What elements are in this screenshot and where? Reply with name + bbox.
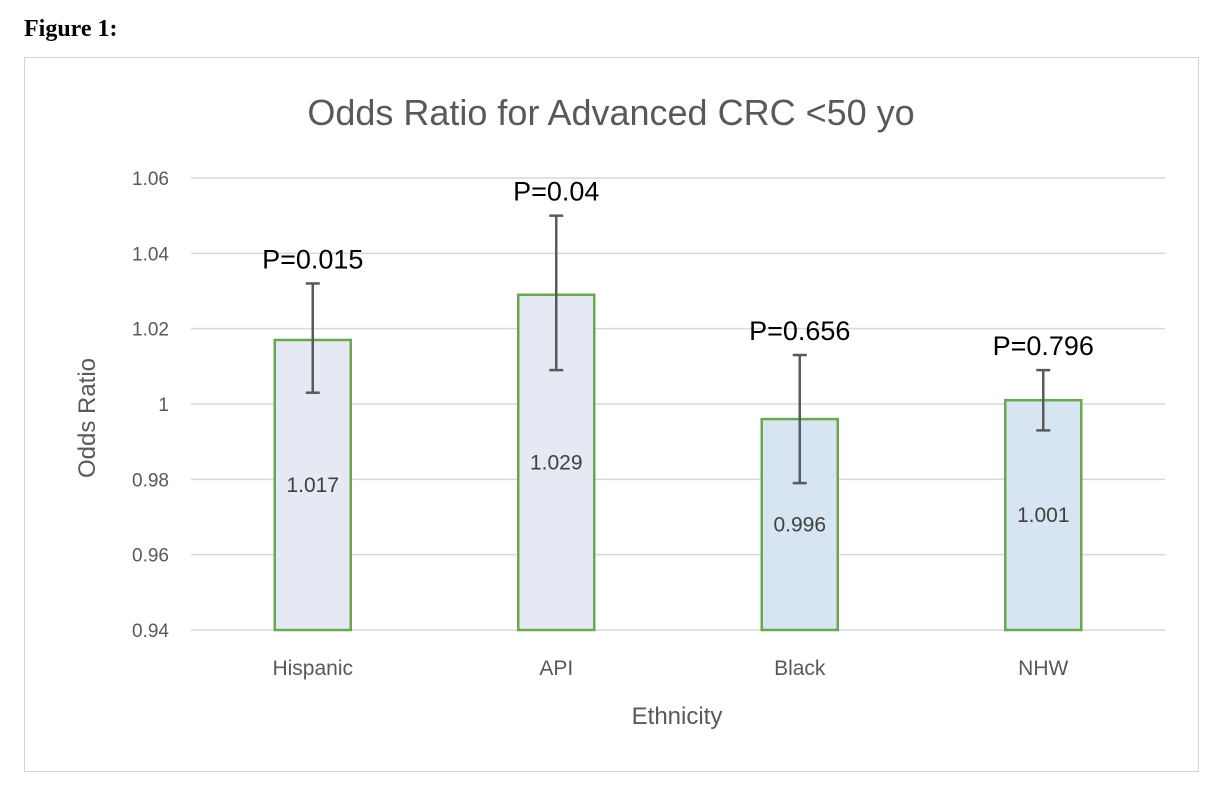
data-label: 1.029: [530, 451, 583, 474]
y-tick-label: 1: [158, 395, 169, 416]
chart-frame: Odds Ratio for Advanced CRC <50 yo Odds …: [24, 57, 1199, 772]
data-label: 1.001: [1017, 504, 1070, 527]
p-value-annotation: P=0.04: [513, 177, 599, 207]
x-axis-title: Ethnicity: [632, 703, 723, 730]
x-tick-label: NHW: [1018, 657, 1068, 680]
x-tick-label: Hispanic: [272, 657, 353, 680]
figure-label: Figure 1:: [24, 16, 118, 42]
y-tick-label: 0.94: [132, 621, 169, 642]
y-tick-label: 0.98: [132, 470, 169, 491]
y-tick-label: 1.04: [132, 244, 169, 265]
data-label: 1.017: [286, 474, 339, 497]
x-tick-label: Black: [774, 657, 826, 680]
y-axis-title: Odds Ratio: [74, 358, 101, 478]
y-tick-label: 1.06: [132, 169, 169, 190]
p-value-annotation: P=0.656: [749, 316, 850, 346]
chart-title: Odds Ratio for Advanced CRC <50 yo: [307, 92, 914, 133]
y-tick-label: 0.96: [132, 546, 169, 567]
y-tick-label: 1.02: [132, 320, 169, 341]
bar: [1004, 398, 1083, 632]
p-value-annotation: P=0.015: [262, 244, 363, 274]
bar-chart: Odds Ratio for Advanced CRC <50 yo Odds …: [74, 92, 1165, 730]
x-tick-label: API: [539, 657, 573, 680]
data-label: 0.996: [773, 514, 826, 537]
p-value-annotation: P=0.796: [993, 331, 1094, 361]
